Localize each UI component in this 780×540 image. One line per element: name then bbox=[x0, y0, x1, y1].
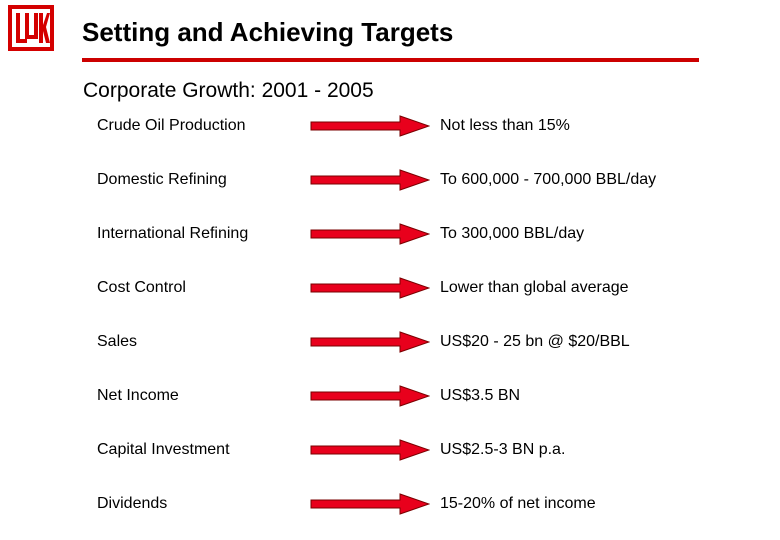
target-row: Sales US$20 - 25 bn @ $20/BBL bbox=[0, 329, 780, 359]
target-row: Dividends 15-20% of net income bbox=[0, 491, 780, 521]
right-arrow-icon bbox=[310, 331, 430, 353]
right-arrow-icon bbox=[310, 493, 430, 515]
target-value: To 300,000 BBL/day bbox=[440, 225, 585, 242]
target-label: Crude Oil Production bbox=[97, 117, 246, 134]
target-label: Capital Investment bbox=[97, 441, 230, 458]
target-label: Sales bbox=[97, 333, 138, 350]
target-label: Dividends bbox=[97, 495, 168, 512]
target-value: US$3.5 BN bbox=[440, 387, 521, 404]
right-arrow-icon bbox=[310, 277, 430, 299]
target-row: Domestic Refining To 600,000 - 700,000 B… bbox=[0, 167, 780, 197]
lukoil-logo-icon bbox=[8, 5, 54, 51]
right-arrow-icon bbox=[310, 169, 430, 191]
right-arrow-icon bbox=[310, 223, 430, 245]
page-title: Setting and Achieving Targets bbox=[82, 17, 454, 47]
target-row: Capital Investment US$2.5-3 BN p.a. bbox=[0, 437, 780, 467]
section-subtitle: Corporate Growth: 2001 - 2005 bbox=[83, 79, 374, 102]
target-row: Net Income US$3.5 BN bbox=[0, 383, 780, 413]
title-divider bbox=[82, 58, 699, 62]
right-arrow-icon bbox=[310, 115, 430, 137]
target-row: Cost Control Lower than global average bbox=[0, 275, 780, 305]
target-row: International Refining To 300,000 BBL/da… bbox=[0, 221, 780, 251]
target-value: US$20 - 25 bn @ $20/BBL bbox=[440, 333, 630, 350]
right-arrow-icon bbox=[310, 385, 430, 407]
target-label: Domestic Refining bbox=[97, 171, 227, 188]
target-label: Net Income bbox=[97, 387, 179, 404]
target-value: US$2.5-3 BN p.a. bbox=[440, 441, 566, 458]
target-label: Cost Control bbox=[97, 279, 186, 296]
target-value: Not less than 15% bbox=[440, 117, 570, 134]
target-label: International Refining bbox=[97, 225, 249, 242]
target-row: Crude Oil Production Not less than 15% bbox=[0, 113, 780, 143]
right-arrow-icon bbox=[310, 439, 430, 461]
target-value: To 600,000 - 700,000 BBL/day bbox=[440, 171, 657, 188]
target-value: 15-20% of net income bbox=[440, 495, 596, 512]
target-value: Lower than global average bbox=[440, 279, 629, 296]
